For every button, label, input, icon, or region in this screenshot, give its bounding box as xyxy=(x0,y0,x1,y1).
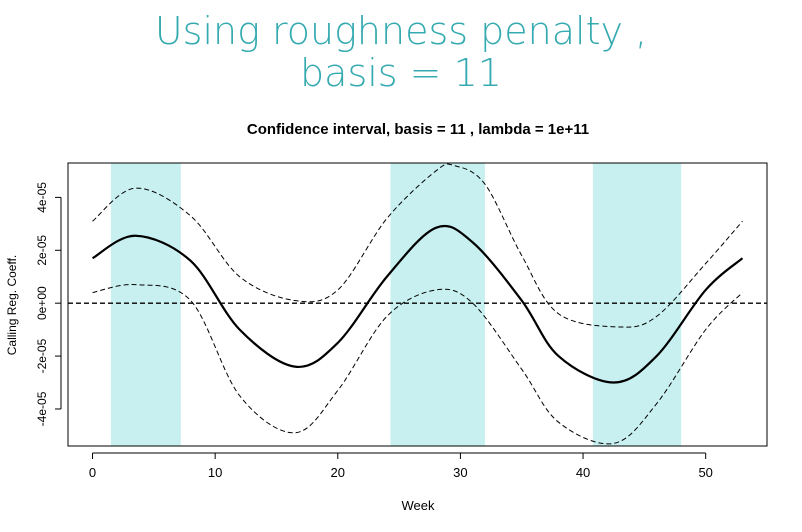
highlight-band-1 xyxy=(110,163,181,446)
highlight-band-3 xyxy=(592,163,682,446)
x-tick-label: 0 xyxy=(89,465,96,480)
y-axis: -4e-05 -2e-05 0e+00 2e-05 4e-05 xyxy=(35,182,62,426)
highlight-band-2 xyxy=(390,163,485,446)
y-tick-label: -4e-05 xyxy=(35,391,49,426)
series-group xyxy=(91,163,744,445)
x-tick-label: 20 xyxy=(331,465,345,480)
x-axis: 0 10 20 30 40 50 xyxy=(89,452,713,480)
x-tick-label: 10 xyxy=(208,465,222,480)
plot-frame xyxy=(67,162,768,447)
slide-title-line-2: basis = 11 xyxy=(300,51,502,95)
slide-title-line-1: Using roughness penalty , xyxy=(154,9,648,53)
chart-title: Confidence interval, basis = 11 , lambda… xyxy=(247,121,589,138)
x-axis-label: Week xyxy=(402,498,435,513)
y-axis-label: Calling Reg. Coeff. xyxy=(5,255,19,356)
highlight-bands xyxy=(110,163,682,446)
x-tick-label: 40 xyxy=(576,465,590,480)
estimate-line xyxy=(91,224,744,384)
y-tick-label: -2e-05 xyxy=(35,338,49,373)
y-tick-label: 0e+00 xyxy=(35,286,49,320)
y-tick-label: 2e-05 xyxy=(35,235,49,266)
x-tick-label: 30 xyxy=(453,465,467,480)
y-tick-label: 4e-05 xyxy=(35,182,49,213)
slide-title: Using roughness penalty , basis = 11 xyxy=(0,10,802,94)
x-tick-label: 50 xyxy=(698,465,712,480)
upper-ci-line xyxy=(92,163,743,328)
